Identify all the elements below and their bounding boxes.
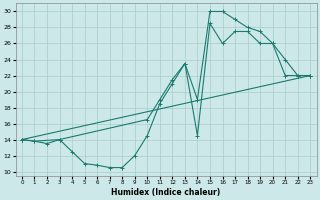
X-axis label: Humidex (Indice chaleur): Humidex (Indice chaleur) <box>111 188 221 197</box>
